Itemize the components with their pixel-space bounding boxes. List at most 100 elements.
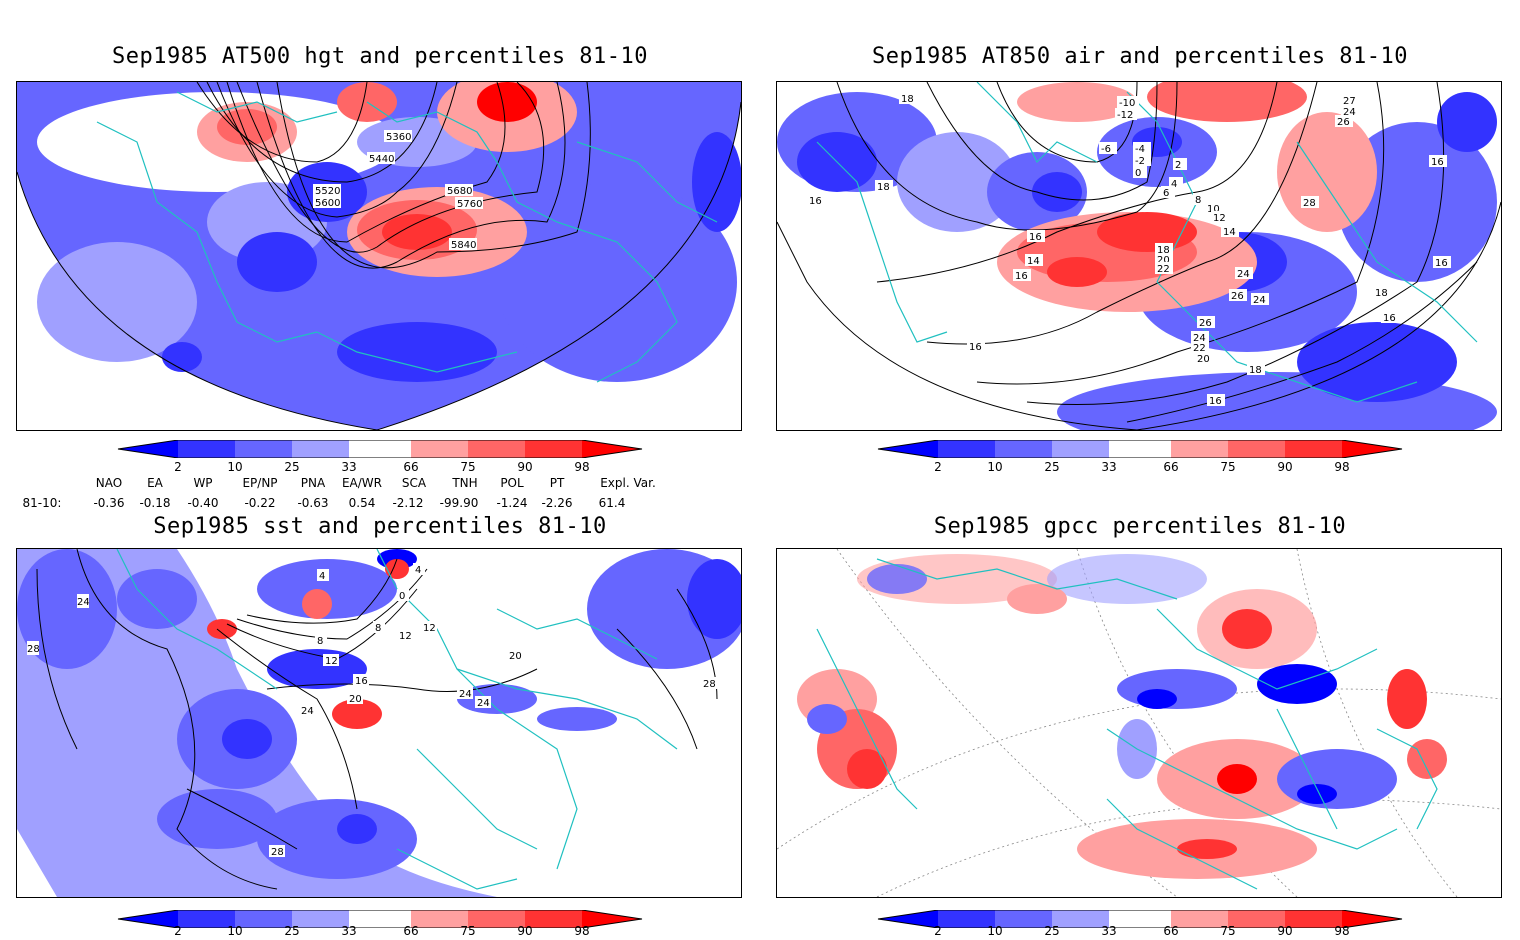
colorbar-label: 10 xyxy=(227,924,243,938)
colorbar-label: 75 xyxy=(460,460,476,474)
contour-label: 4 xyxy=(1171,179,1177,190)
index-value: 61.4 xyxy=(598,496,626,510)
colorbar-label: 2 xyxy=(174,460,182,474)
map-panel-air: 18 16 18 -10 -12 -6 -4 -2 0 2 4 6 8 10 1… xyxy=(776,81,1502,431)
colorbar-label: 2 xyxy=(174,924,182,938)
colorbar-label: 90 xyxy=(517,460,533,474)
contour-label: -10 xyxy=(1119,98,1135,109)
contour-label: 22 xyxy=(1157,264,1170,275)
map-panel-sst: 24 28 4 0 4 8 8 12 12 16 20 24 24 24 20 … xyxy=(16,548,742,898)
contour-label: 14 xyxy=(1027,256,1040,267)
panel-title-gpcc: Sep1985 gpcc percentiles 81-10 xyxy=(933,514,1347,539)
contour-label: 6 xyxy=(1163,188,1169,199)
contour-label: 2 xyxy=(1175,160,1181,171)
contour-label: 24 xyxy=(1193,333,1206,344)
contour-label: 0 xyxy=(399,591,405,602)
contour-label: 26 xyxy=(1231,291,1244,302)
colorbar-label: 10 xyxy=(987,924,1003,938)
contour-label: 24 xyxy=(1343,107,1356,118)
colorbar-label: 66 xyxy=(403,460,419,474)
contour-label: 18 xyxy=(1249,365,1262,376)
index-name: PT xyxy=(549,476,565,490)
map-panel-hgt: 5360 5440 5520 5600 5680 5760 5840 xyxy=(16,81,742,431)
index-name: EA/WR xyxy=(341,476,383,490)
colorbar-label: 25 xyxy=(284,924,300,938)
contour-label: 5840 xyxy=(451,240,476,251)
contour-label: 27 xyxy=(1343,96,1356,107)
colorbar-label: 33 xyxy=(341,924,357,938)
contour-label: 28 xyxy=(1303,198,1316,209)
contour-label: 18 xyxy=(901,94,914,105)
contour-label: 5440 xyxy=(369,154,394,165)
contour-label: 4 xyxy=(415,565,421,576)
contour-label: 28 xyxy=(271,847,284,858)
contour-label: 18 xyxy=(877,182,890,193)
contour-label: 24 xyxy=(1237,269,1250,280)
teleconnection-indices: NAO EA WP EP/NP PNA EA/WR SCA TNH POL PT… xyxy=(0,476,700,516)
contour-label: 5520 xyxy=(315,186,340,197)
colorbar-label: 90 xyxy=(1277,460,1293,474)
contour-label: 16 xyxy=(1015,271,1028,282)
contour-label: 0 xyxy=(1135,168,1141,179)
index-name: Expl. Var. xyxy=(600,476,656,490)
colorbar-label: 25 xyxy=(1044,460,1060,474)
index-value: -99.90 xyxy=(439,496,479,510)
index-name: EP/NP xyxy=(242,476,278,490)
colorbar-label: 66 xyxy=(1163,460,1179,474)
map-panel-gpcc xyxy=(776,548,1502,898)
colorbar-label: 90 xyxy=(517,924,533,938)
contour-label: 20 xyxy=(349,694,362,705)
index-name: PNA xyxy=(300,476,326,490)
contour-label: 24 xyxy=(301,706,314,717)
panel-title-air: Sep1985 AT850 air and percentiles 81-10 xyxy=(871,44,1409,69)
index-name: TNH xyxy=(452,476,478,490)
contour-label: -12 xyxy=(1117,110,1133,121)
colorbar-label: 2 xyxy=(934,924,942,938)
colorbar-label: 25 xyxy=(284,460,300,474)
contour-label: 26 xyxy=(1337,117,1350,128)
contour-label: 16 xyxy=(809,196,822,207)
contour-label: 5600 xyxy=(315,198,340,209)
contour-label: 5760 xyxy=(457,199,482,210)
index-value: -2.12 xyxy=(392,496,424,510)
contour-label: 28 xyxy=(703,679,716,690)
contour-label: 18 xyxy=(1157,245,1170,256)
colorbar-label: 66 xyxy=(403,924,419,938)
contour-label: 10 xyxy=(1207,204,1220,215)
colorbar-label: 75 xyxy=(1220,460,1236,474)
index-value: -0.36 xyxy=(93,496,125,510)
index-value: -0.18 xyxy=(139,496,171,510)
contour-label: 16 xyxy=(1029,232,1042,243)
panel-title-hgt: Sep1985 AT500 hgt and percentiles 81-10 xyxy=(111,44,649,69)
index-value: -2.26 xyxy=(541,496,573,510)
contour-label: 5360 xyxy=(386,132,411,143)
contour-label: 24 xyxy=(459,689,472,700)
contour-label: -6 xyxy=(1101,144,1111,155)
contour-label: 14 xyxy=(1223,227,1236,238)
index-value: -0.40 xyxy=(187,496,219,510)
index-value: -0.22 xyxy=(244,496,276,510)
index-value: -0.63 xyxy=(297,496,329,510)
colorbar-label: 98 xyxy=(574,924,590,938)
colorbar-label: 10 xyxy=(987,460,1003,474)
colorbar-label: 33 xyxy=(1101,924,1117,938)
contour-label: 16 xyxy=(969,342,982,353)
contour-label: 24 xyxy=(1253,295,1266,306)
colorbar-top-left: 2 10 25 33 66 75 90 98 xyxy=(110,440,650,474)
colorbar-label: 98 xyxy=(574,460,590,474)
colorbar-label: 75 xyxy=(460,924,476,938)
index-name: EA xyxy=(147,476,163,490)
contour-label: -2 xyxy=(1135,156,1145,167)
contour-label: 24 xyxy=(477,698,490,709)
colorbar-bottom-right: 2 10 25 33 66 75 90 98 xyxy=(870,910,1410,938)
colorbar-label: 98 xyxy=(1334,924,1350,938)
colorbar-label: 66 xyxy=(1163,924,1179,938)
colorbar-top-right: 2 10 25 33 66 75 90 98 xyxy=(870,440,1410,474)
contour-label: 28 xyxy=(27,644,40,655)
contour-label: 8 xyxy=(375,623,381,634)
contour-label: 12 xyxy=(399,631,412,642)
contour-label: 22 xyxy=(1193,343,1206,354)
contour-label: 16 xyxy=(1435,258,1448,269)
colorbar-label: 33 xyxy=(1101,460,1117,474)
contour-label: 16 xyxy=(1209,396,1222,407)
